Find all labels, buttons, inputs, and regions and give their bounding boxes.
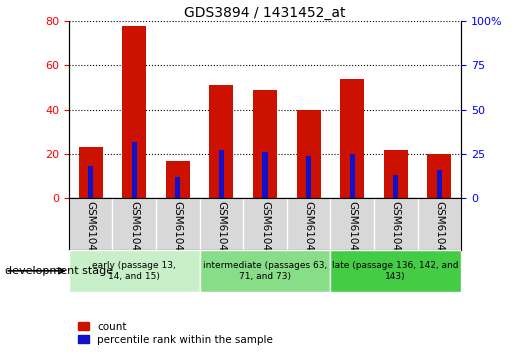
Text: intermediate (passages 63,
71, and 73): intermediate (passages 63, 71, and 73) bbox=[203, 261, 327, 280]
Text: GSM610470: GSM610470 bbox=[86, 201, 96, 264]
Text: GSM610476: GSM610476 bbox=[347, 201, 357, 264]
Text: GSM610473: GSM610473 bbox=[216, 201, 226, 264]
Title: GDS3894 / 1431452_at: GDS3894 / 1431452_at bbox=[184, 6, 346, 20]
Bar bbox=[427, 154, 452, 198]
Text: GSM610477: GSM610477 bbox=[391, 201, 401, 264]
Bar bbox=[219, 150, 224, 198]
Bar bbox=[437, 170, 442, 198]
Bar bbox=[350, 154, 355, 198]
Text: development stage: development stage bbox=[5, 266, 113, 276]
Bar bbox=[69, 250, 200, 292]
Text: early (passage 13,
14, and 15): early (passage 13, 14, and 15) bbox=[92, 261, 176, 280]
Text: GSM610475: GSM610475 bbox=[304, 201, 314, 264]
Text: GSM610472: GSM610472 bbox=[173, 201, 183, 264]
Bar bbox=[166, 161, 190, 198]
Bar bbox=[200, 250, 330, 292]
Legend: count, percentile rank within the sample: count, percentile rank within the sample bbox=[74, 317, 277, 349]
Text: GSM610478: GSM610478 bbox=[434, 201, 444, 264]
Bar bbox=[209, 85, 233, 198]
Bar bbox=[262, 152, 268, 198]
Text: GSM610471: GSM610471 bbox=[129, 201, 139, 264]
Bar bbox=[253, 90, 277, 198]
Bar bbox=[330, 250, 461, 292]
Bar bbox=[306, 156, 311, 198]
Bar bbox=[175, 177, 180, 198]
Bar bbox=[88, 166, 93, 198]
Bar bbox=[297, 110, 321, 198]
Text: GSM610474: GSM610474 bbox=[260, 201, 270, 264]
Bar bbox=[384, 149, 408, 198]
Bar bbox=[393, 175, 399, 198]
Bar bbox=[122, 26, 146, 198]
Text: late (passage 136, 142, and
143): late (passage 136, 142, and 143) bbox=[332, 261, 459, 280]
Bar bbox=[131, 142, 137, 198]
Bar bbox=[340, 79, 364, 198]
Bar bbox=[79, 147, 103, 198]
